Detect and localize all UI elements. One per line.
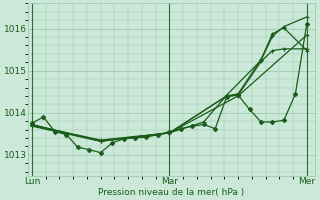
X-axis label: Pression niveau de la mer( hPa ): Pression niveau de la mer( hPa ) — [98, 188, 244, 197]
